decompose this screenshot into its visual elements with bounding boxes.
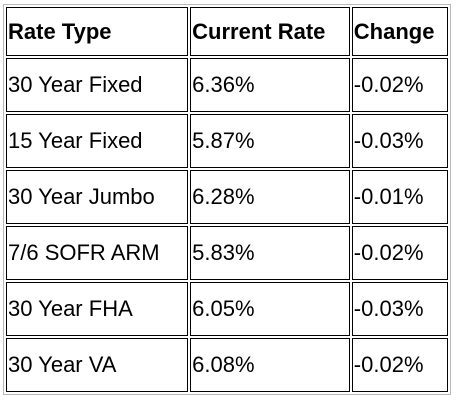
current-rate-cell: 6.08% [190,338,350,392]
table-row: 30 Year Fixed 6.36% -0.02% [6,58,448,112]
change-cell: -0.03% [351,282,448,336]
column-header-current-rate: Current Rate [190,7,350,56]
change-cell: -0.02% [351,58,448,112]
rate-type-cell: 7/6 SOFR ARM [6,226,189,280]
rate-type-cell: 30 Year VA [6,338,189,392]
rate-type-cell: 30 Year FHA [6,282,189,336]
table-row: 30 Year VA 6.08% -0.02% [6,338,448,392]
rate-type-cell: 30 Year Jumbo [6,170,189,224]
change-cell: -0.02% [351,226,448,280]
change-cell: -0.03% [351,114,448,168]
change-cell: -0.01% [351,170,448,224]
table-header-row: Rate Type Current Rate Change [6,7,448,56]
table-row: 30 Year FHA 6.05% -0.03% [6,282,448,336]
current-rate-cell: 6.36% [190,58,350,112]
table-row: 7/6 SOFR ARM 5.83% -0.02% [6,226,448,280]
mortgage-rates-table: Rate Type Current Rate Change 30 Year Fi… [3,4,451,395]
current-rate-cell: 5.83% [190,226,350,280]
table-row: 15 Year Fixed 5.87% -0.03% [6,114,448,168]
rate-type-cell: 30 Year Fixed [6,58,189,112]
rate-type-cell: 15 Year Fixed [6,114,189,168]
current-rate-cell: 6.28% [190,170,350,224]
column-header-change: Change [351,7,448,56]
current-rate-cell: 6.05% [190,282,350,336]
table-row: 30 Year Jumbo 6.28% -0.01% [6,170,448,224]
column-header-rate-type: Rate Type [6,7,189,56]
current-rate-cell: 5.87% [190,114,350,168]
change-cell: -0.02% [351,338,448,392]
